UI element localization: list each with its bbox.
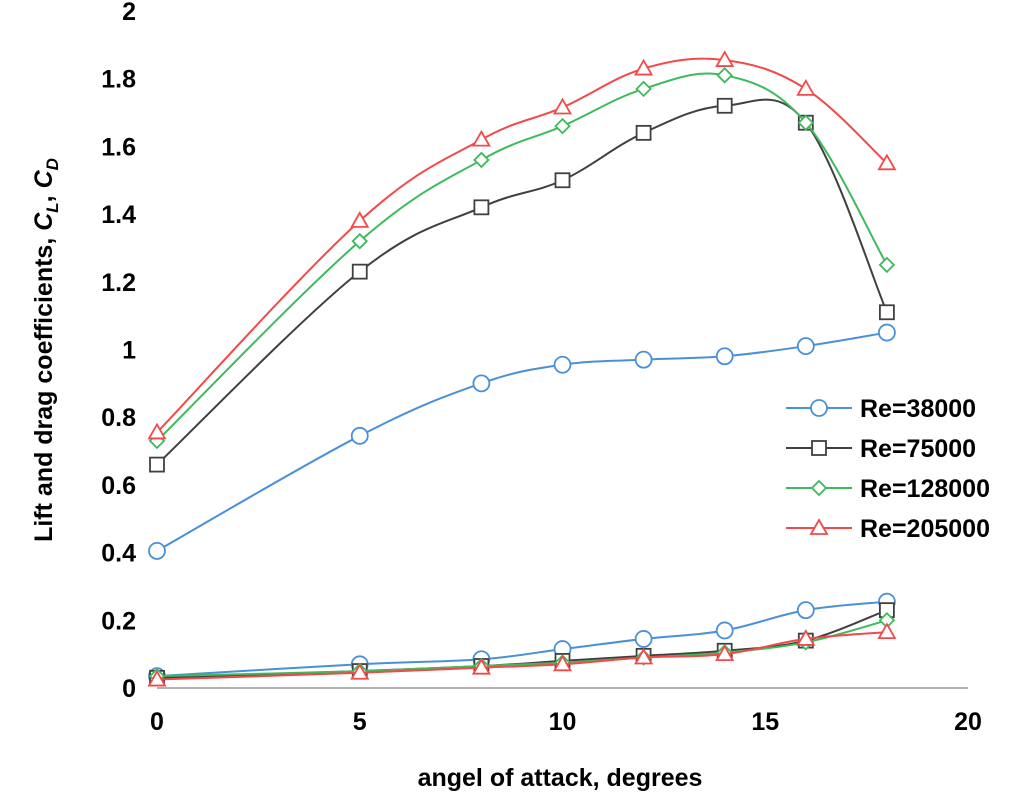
y-tick-label: 1 [122, 337, 136, 365]
data-point-lift [350, 426, 369, 445]
data-point-drag [715, 621, 734, 640]
data-point-lift [635, 124, 652, 141]
x-tick-label: 5 [353, 708, 367, 736]
legend-marker [809, 518, 829, 535]
series [147, 50, 897, 687]
y-axis-title-cl-sub: L [43, 202, 62, 212]
series-triangle [147, 50, 897, 687]
data-point-lift [351, 232, 369, 250]
data-point-drag [796, 601, 815, 620]
x-tick-label: 0 [150, 708, 164, 736]
y-tick-label: 0.2 [101, 607, 136, 635]
data-point-lift [878, 323, 896, 342]
data-point-lift [878, 256, 896, 274]
legend-label: Re=128000 [860, 475, 990, 503]
data-point-lift [554, 117, 571, 135]
legend: Re=38000 Re=75000 Re=128000 Re=205000 [786, 395, 990, 543]
series-line-drag [156, 619, 888, 678]
data-point-lift [473, 199, 490, 216]
x-axis-title: angel of attack, degrees [418, 764, 703, 792]
legend-marker [811, 440, 827, 456]
series-line-lift [156, 98, 888, 466]
x-tick-label: 10 [549, 708, 577, 736]
data-point-drag [796, 629, 816, 646]
data-point-lift [715, 50, 735, 67]
y-axis-title: Lift and drag coefficients, CL, CD [30, 158, 62, 542]
y-tick-label: 0 [122, 675, 136, 703]
data-point-drag [350, 662, 370, 680]
series-line-lift [156, 331, 888, 552]
data-point-drag [877, 622, 897, 640]
legend-label: Re=205000 [860, 515, 990, 543]
series-circle [148, 323, 896, 686]
y-axis-title-cl: C [30, 212, 58, 231]
data-point-drag [634, 630, 653, 648]
data-point-lift [716, 97, 733, 114]
y-tick-label: 1.6 [101, 133, 136, 161]
data-point-drag [715, 644, 735, 662]
data-point-lift [350, 211, 370, 228]
data-point-lift [473, 151, 490, 169]
y-tick-label: 0.4 [101, 540, 136, 568]
data-point-drag [147, 669, 167, 687]
data-point-lift [796, 79, 816, 96]
x-tick-label: 20 [954, 708, 982, 736]
data-point-lift [147, 422, 167, 440]
x-tick-label: 15 [751, 708, 779, 736]
y-axis-title-sep: , [30, 188, 58, 202]
series-square [149, 97, 895, 686]
data-point-lift [715, 347, 734, 366]
data-point-drag [552, 654, 573, 672]
series-diamond [148, 67, 896, 685]
series-line-drag [156, 631, 887, 681]
data-point-lift [148, 542, 166, 560]
data-point-lift [554, 172, 571, 189]
series-line-lift [156, 57, 888, 434]
data-point-lift [796, 337, 815, 356]
data-point-lift [716, 67, 733, 84]
data-point-lift [351, 263, 368, 280]
legend-marker [810, 479, 828, 497]
legend-label: Re=75000 [860, 435, 976, 463]
y-axis-title-cd-sub: D [43, 158, 62, 170]
data-point-lift [634, 58, 654, 76]
legend-label: Re=38000 [860, 395, 976, 423]
data-point-lift [879, 304, 895, 321]
data-point-lift [797, 114, 815, 131]
y-tick-label: 1.4 [101, 201, 136, 229]
data-point-lift [552, 97, 573, 115]
data-point-lift [634, 350, 653, 369]
data-point-lift [877, 153, 897, 171]
data-point-lift [472, 374, 491, 393]
y-tick-labels: 0 0.2 0.4 0.6 0.8 1 1.2 1.4 1.6 1.8 2 [101, 0, 136, 703]
series-line-lift [156, 72, 888, 442]
y-tick-label: 0.6 [101, 472, 136, 500]
data-point-lift [149, 456, 165, 473]
y-axis-title-cd: C [30, 169, 58, 188]
y-tick-label: 0.8 [101, 404, 136, 432]
y-tick-label: 2 [122, 0, 136, 26]
data-point-lift [635, 80, 652, 98]
data-point-drag [471, 657, 491, 675]
y-axis-title-prefix: Lift and drag coefficients, [30, 231, 58, 542]
x-tick-labels: 0 5 10 15 20 [150, 708, 982, 736]
data-point-drag [634, 647, 654, 665]
legend-marker [810, 399, 828, 417]
series-line-drag [156, 600, 888, 678]
y-tick-label: 1.2 [101, 269, 136, 297]
y-tick-label: 1.8 [101, 66, 136, 94]
data-point-lift [471, 129, 491, 147]
data-point-lift [553, 355, 572, 374]
